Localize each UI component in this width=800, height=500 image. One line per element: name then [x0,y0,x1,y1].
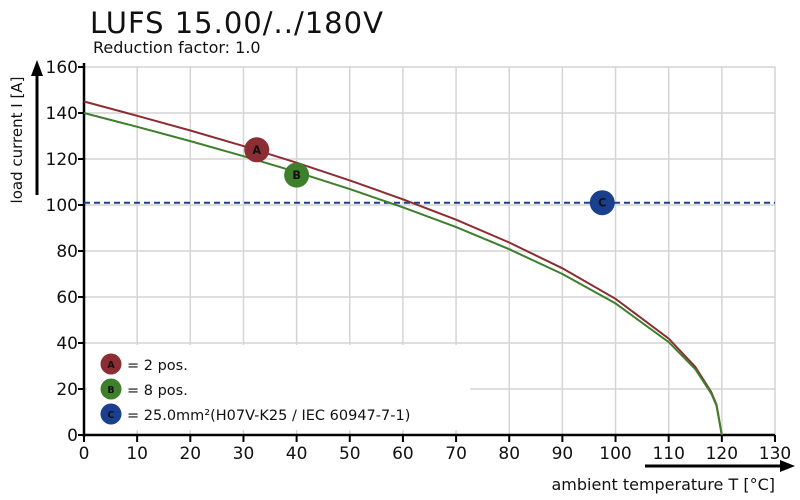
x-tick-label: 30 [233,444,255,464]
series-line-B [83,112,723,436]
y-tick-label: 40 [56,334,78,354]
marker-A-label: A [252,144,261,157]
x-tick-label: 110 [652,444,684,464]
x-tick-label: 80 [498,444,520,464]
marker-C-label: C [598,197,606,210]
x-tick-label: 50 [339,444,361,464]
legend-marker-B [100,378,122,400]
y-tick-label: 120 [46,150,78,170]
x-tick-label: 120 [706,444,738,464]
x-tick-label: 0 [79,444,90,464]
y-tick-label: 20 [56,380,78,400]
x-axis-label: ambient temperature T [°C] [551,475,775,494]
legend-marker-B-label: B [107,385,114,396]
series-line-A [83,100,723,436]
legend-text-A: = 2 pos. [127,358,188,374]
x-axis-arrow-head [780,460,795,472]
chart-subtitle: Reduction factor: 1.0 [93,38,261,57]
x-tick-label: 70 [445,444,467,464]
x-tick-label: 90 [552,444,574,464]
marker-C [589,190,615,216]
y-axis-arrow-head [31,60,43,76]
legend-background [87,345,470,430]
y-axis-label: load current I [A] [8,77,26,204]
x-tick-label: 130 [759,444,791,464]
y-tick-label: 0 [67,426,78,446]
chart-title: LUFS 15.00/../180V [90,6,384,40]
x-tick-label: 20 [179,444,201,464]
legend-text-B: = 8 pos. [127,383,188,399]
y-tick-label: 100 [46,196,78,216]
legend-marker-A-label: A [107,360,115,371]
marker-A [244,137,270,163]
legend-marker-A [100,353,122,375]
marker-B-label: B [292,169,301,182]
x-tick-label: 100 [599,444,631,464]
legend-marker-C-label: C [108,410,115,421]
y-tick-label: 140 [46,104,78,124]
x-tick-label: 10 [126,444,148,464]
marker-B [284,162,310,188]
x-tick-label: 60 [392,444,414,464]
y-tick-label: 80 [56,242,78,262]
x-tick-label: 40 [286,444,308,464]
legend-text-C: = 25.0mm²(H07V-K25 / IEC 60947-7-1) [127,408,410,424]
y-tick-label: 60 [56,288,78,308]
y-tick-label: 160 [46,58,78,78]
legend-marker-C [100,403,122,425]
